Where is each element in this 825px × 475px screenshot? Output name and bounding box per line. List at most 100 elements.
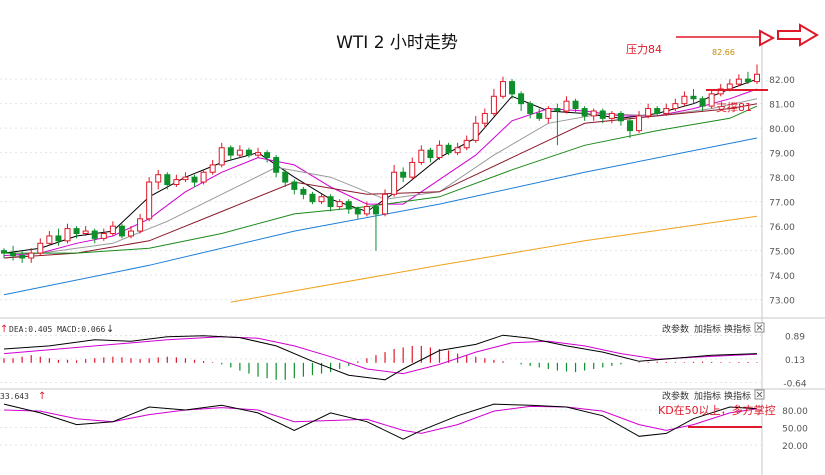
candle-body	[672, 103, 679, 110]
kd-link-2[interactable]: 换指标	[724, 390, 751, 402]
macd-dif-line	[3, 334, 758, 381]
candle-body	[572, 100, 579, 110]
chart-title: WTI 2 小时走势	[336, 33, 458, 53]
macd-y-tick: -0.64	[783, 380, 807, 390]
candle-body	[409, 161, 416, 178]
candle-body	[327, 196, 334, 208]
macd-y-tick: 0.13	[785, 356, 805, 366]
candle-body	[645, 108, 652, 117]
candle-body	[418, 149, 425, 163]
candle-body	[245, 149, 252, 156]
kd-y-tick: 20.00	[782, 442, 808, 452]
candle-body	[599, 110, 606, 119]
moving-average-line	[3, 103, 758, 259]
down-arrow-icon: ↓	[106, 324, 114, 335]
candle-body	[209, 164, 216, 173]
candle-body	[146, 181, 153, 220]
candle-body	[654, 108, 661, 114]
candle-body	[109, 225, 116, 234]
candle-body	[735, 78, 742, 85]
kd-k-line	[3, 403, 758, 440]
candle-body	[19, 255, 26, 259]
candle-body	[118, 225, 125, 237]
candle-body	[536, 112, 543, 119]
candle-body	[182, 176, 189, 181]
macd-close-icon	[756, 324, 763, 331]
moving-average-line	[3, 78, 758, 254]
candle-body	[427, 149, 434, 159]
last-price-label: 82.66	[712, 48, 735, 57]
kd-y-tick: 50.00	[782, 425, 808, 435]
moving-average-line	[3, 88, 758, 257]
moving-average-line	[4, 105, 758, 254]
candle-body	[681, 95, 688, 105]
candle-body	[10, 252, 17, 257]
price-y-tick: 76.00	[769, 223, 795, 233]
candle-body	[626, 120, 633, 132]
candle-body	[218, 147, 225, 166]
price-y-tick: 78.00	[769, 174, 795, 184]
candle-body	[354, 208, 361, 215]
candle-body	[73, 228, 80, 235]
candle-body	[744, 78, 751, 83]
macd-link-1[interactable]: 加指标	[694, 323, 721, 335]
trend-arrow-icon	[777, 23, 819, 47]
candle-body	[128, 230, 135, 237]
candle-body	[264, 152, 271, 159]
macd-link-2[interactable]: 换指标	[724, 323, 751, 335]
price-y-tick: 75.00	[769, 248, 795, 258]
candle-body	[345, 201, 352, 210]
candle-body	[400, 171, 407, 178]
candle-body	[309, 193, 316, 203]
candle-body	[363, 206, 370, 215]
candle-body	[454, 147, 461, 154]
candle-body	[200, 171, 207, 183]
macd-y-tick: 0.89	[785, 332, 805, 342]
candle-body	[191, 176, 198, 183]
candle-body	[563, 100, 570, 112]
candle-body	[617, 112, 624, 122]
macd-link-0[interactable]: 改参数	[662, 323, 689, 335]
support-label: 支撑81	[716, 100, 752, 114]
candle-body	[291, 181, 298, 190]
candle-body	[754, 73, 760, 83]
price-y-tick: 82.00	[769, 76, 795, 86]
macd-dea-line	[3, 336, 758, 375]
candle-body	[37, 242, 44, 254]
candle-body	[554, 108, 561, 112]
candle-body	[608, 112, 615, 119]
candle-body	[717, 88, 724, 95]
price-y-tick: 73.00	[769, 297, 795, 307]
candle-body	[255, 152, 262, 156]
candle-body	[391, 171, 398, 195]
moving-average-line	[230, 215, 758, 303]
moving-average-line	[3, 137, 758, 296]
candle-body	[690, 95, 697, 100]
resistance-label: 压力84	[626, 43, 662, 56]
candle-body	[82, 230, 89, 235]
candle-body	[463, 139, 470, 149]
up-arrow-icon: ↑	[0, 324, 8, 335]
kd-y-tick: 80.00	[782, 407, 808, 417]
candle-body	[100, 233, 107, 239]
candle-body	[699, 98, 706, 107]
candle-body	[155, 174, 162, 183]
candle-body	[527, 103, 534, 114]
candle-body	[28, 252, 35, 259]
kd-link-1[interactable]: 加指标	[694, 390, 721, 402]
kd-header: 33.643	[0, 392, 29, 401]
candle-body	[55, 235, 62, 242]
macd-header: DEA:0.405 MACD:0.066	[9, 325, 106, 334]
candle-body	[518, 93, 525, 105]
kd-link-0[interactable]: 改参数	[662, 390, 689, 402]
candle-body	[236, 149, 243, 156]
price-y-tick: 77.00	[769, 199, 795, 209]
candle-body	[636, 115, 643, 132]
candle-body	[382, 193, 389, 215]
candle-body	[164, 174, 171, 185]
kd-d-line	[3, 405, 758, 434]
candle-body	[46, 235, 53, 244]
candle-body	[91, 230, 98, 239]
candle-body	[1, 250, 7, 254]
